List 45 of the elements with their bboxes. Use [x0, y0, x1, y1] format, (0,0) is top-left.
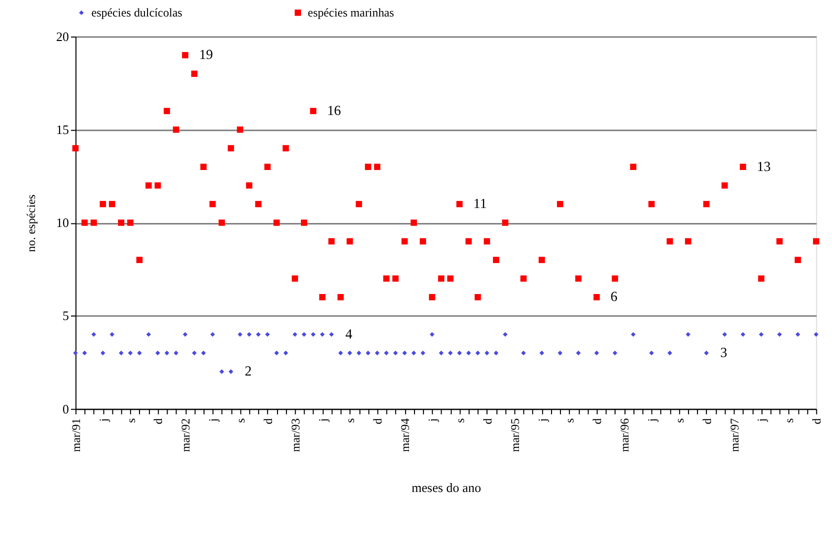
x-tick-label: s — [234, 418, 248, 423]
x-tick-label: s — [452, 418, 467, 423]
annotation: 2 — [244, 364, 252, 380]
x-tick-label: j — [644, 418, 659, 423]
x-tick-label: d — [480, 418, 494, 424]
x-tick-label: mar/97 — [727, 418, 742, 452]
x-tick-label: j — [426, 418, 440, 423]
legend-label: espécies marinhas — [308, 6, 394, 20]
x-tick-label: d — [810, 418, 824, 424]
annotation: 6 — [610, 290, 618, 306]
x-tick-label: mar/94 — [398, 418, 412, 452]
x-tick-label: d — [151, 418, 166, 424]
x-axis-title: meses do ano — [412, 480, 482, 495]
y-tick-label: 20 — [56, 30, 69, 44]
x-tick-label: mar/93 — [288, 418, 302, 452]
legend-label: espécies dulcícolas — [91, 6, 183, 20]
annotation: 16 — [327, 104, 342, 119]
x-tick-label: s — [672, 418, 686, 423]
annotation: 11 — [473, 197, 487, 212]
y-tick-label: 5 — [62, 309, 69, 324]
x-tick-label: mar/95 — [508, 418, 522, 452]
x-tick-label: mar/96 — [618, 418, 632, 452]
y-tick-label: 15 — [56, 123, 69, 138]
annotation: 13 — [756, 160, 771, 175]
x-tick-label: j — [96, 418, 110, 423]
x-tick-label: s — [124, 418, 138, 423]
x-tick-label: s — [562, 418, 577, 423]
x-tick-label: j — [206, 418, 220, 423]
annotation: 19 — [199, 48, 214, 64]
x-tick-label: j — [754, 418, 769, 423]
x-tick-label: d — [590, 418, 604, 424]
y-axis-title: no. espécies — [24, 194, 38, 252]
x-tick-label: s — [782, 418, 796, 423]
x-tick-label: mar/92 — [178, 418, 193, 452]
x-tick-label: d — [370, 418, 385, 424]
y-tick-label: 0 — [62, 402, 69, 416]
annotation: 3 — [720, 346, 728, 361]
x-tick-label: j — [316, 418, 330, 423]
x-tick-label: mar/91 — [68, 418, 83, 452]
x-tick-label: d — [260, 418, 275, 424]
annotation: 4 — [345, 327, 352, 342]
y-tick-label: 10 — [56, 216, 69, 230]
x-tick-label: j — [535, 418, 550, 423]
x-tick-label: d — [700, 418, 714, 424]
x-tick-label: s — [343, 418, 358, 423]
